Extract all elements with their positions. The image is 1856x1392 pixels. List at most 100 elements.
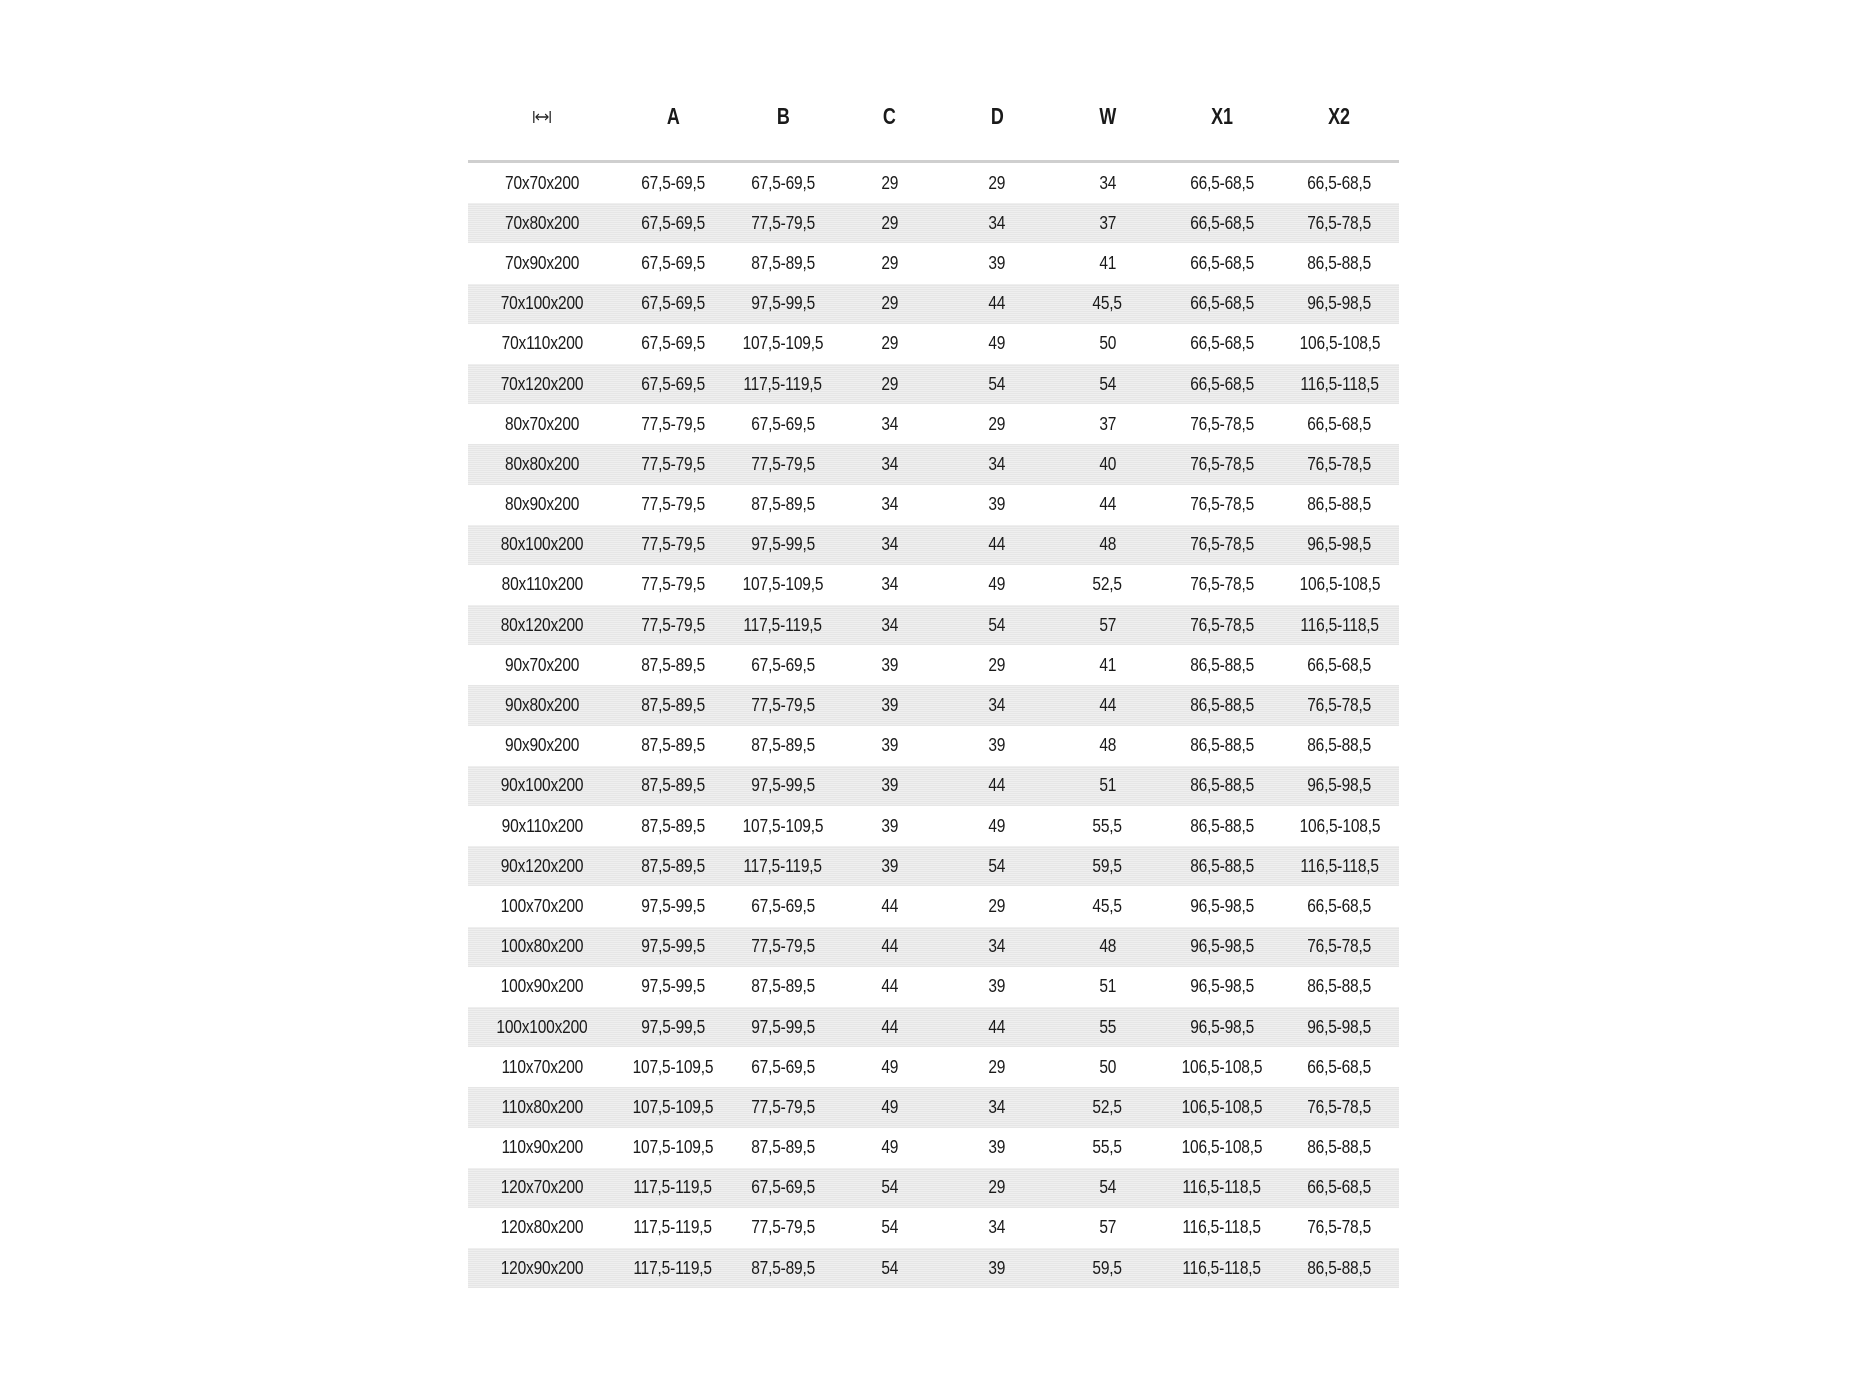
cell-value: 54 — [881, 1217, 898, 1238]
cell-value: 86,5-88,5 — [1307, 976, 1372, 997]
cell-value: 39 — [988, 1257, 1006, 1278]
table-cell: 107,5-109,5 — [616, 1087, 730, 1128]
table-cell: 117,5-119,5 — [616, 1208, 730, 1248]
table-cell: 80x100x200 — [468, 524, 616, 565]
table-cell: 87,5-89,5 — [730, 967, 836, 1007]
size-table: A B C D W X1 X2 70x70x200 67,5-69,5 67,5-6… — [468, 72, 1399, 1289]
table-cell: 70x110x200 — [468, 324, 616, 364]
table-cell: 67,5-69,5 — [616, 324, 730, 364]
table-cell: 39 — [943, 1248, 1051, 1289]
table-cell: 44 — [943, 283, 1051, 324]
table-cell: 70x120x200 — [468, 363, 616, 405]
table-row: 70x120x200 67,5-69,5 117,5-119,5 29 54 54 66,5… — [468, 363, 1399, 405]
table-cell: 107,5-109,5 — [616, 1128, 730, 1168]
table-cell: 67,5-69,5 — [730, 886, 836, 926]
table-cell: 87,5-89,5 — [730, 726, 836, 766]
table-cell: 49 — [836, 1128, 943, 1168]
table-cell: 77,5-79,5 — [730, 685, 836, 726]
cell-value: 44 — [881, 936, 898, 957]
cell-value: 96,5-98,5 — [1307, 534, 1372, 555]
table-cell: 40 — [1051, 444, 1164, 485]
table-cell: 116,5-118,5 — [1280, 846, 1399, 887]
table-cell: 52,5 — [1051, 1087, 1164, 1128]
cell-value: 49 — [881, 1056, 898, 1077]
table-cell: 87,5-89,5 — [616, 765, 730, 806]
table-cell: 86,5-88,5 — [1280, 967, 1399, 1007]
table-row: 70x90x200 67,5-69,5 87,5-89,5 29 39 41 66,5-68… — [468, 243, 1399, 283]
cell-value: 90x120x200 — [500, 855, 584, 876]
cell-value: 117,5-119,5 — [633, 1217, 713, 1238]
table-cell: 67,5-69,5 — [616, 363, 730, 405]
table-cell: 67,5-69,5 — [730, 162, 836, 204]
cell-value: 76,5-78,5 — [1190, 574, 1254, 595]
cell-value: 86,5-88,5 — [1190, 815, 1254, 836]
cell-value: 34 — [881, 413, 898, 434]
table-cell: 107,5-109,5 — [730, 565, 836, 605]
table-cell: 76,5-78,5 — [1164, 485, 1280, 525]
cell-value: 76,5-78,5 — [1190, 534, 1254, 555]
header-row: A B C D W X1 X2 — [468, 72, 1399, 163]
table-row: 110x90x200 107,5-109,5 87,5-89,5 49 39 55,5 10… — [468, 1128, 1399, 1168]
table-cell: 39 — [836, 806, 943, 846]
table-cell: 87,5-89,5 — [616, 726, 730, 766]
table-cell: 76,5-78,5 — [1164, 605, 1280, 646]
cell-value: 87,5-89,5 — [751, 1137, 815, 1158]
table-cell: 29 — [836, 243, 943, 283]
table-cell: 116,5-118,5 — [1164, 1248, 1280, 1289]
table-cell: 51 — [1051, 765, 1164, 806]
table-cell: 97,5-99,5 — [730, 524, 836, 565]
table-cell: 66,5-68,5 — [1280, 645, 1399, 685]
table-cell: 76,5-78,5 — [1164, 524, 1280, 565]
cell-value: 52,5 — [1092, 574, 1123, 595]
cell-value: 66,5-68,5 — [1190, 333, 1254, 354]
cell-value: 107,5-109,5 — [742, 333, 824, 354]
cell-value: 86,5-88,5 — [1190, 775, 1254, 796]
cell-value: 90x80x200 — [504, 695, 580, 716]
table-cell: 106,5-108,5 — [1164, 1047, 1280, 1087]
cell-value: 87,5-89,5 — [751, 976, 815, 997]
table-cell: 66,5-68,5 — [1164, 363, 1280, 405]
cell-value: 49 — [881, 1137, 898, 1158]
table-cell: 96,5-98,5 — [1280, 283, 1399, 324]
table-cell: 54 — [943, 605, 1051, 646]
table-cell: 59,5 — [1051, 846, 1164, 887]
table-cell: 77,5-79,5 — [730, 1087, 836, 1128]
table-cell: 41 — [1051, 243, 1164, 283]
table-cell: 106,5-108,5 — [1280, 806, 1399, 846]
cell-value: 76,5-78,5 — [1307, 453, 1372, 474]
cell-value: 51 — [1099, 976, 1116, 997]
cell-value: 39 — [988, 494, 1006, 515]
table-cell: 97,5-99,5 — [616, 1006, 730, 1048]
table-row: 90x90x200 87,5-89,5 87,5-89,5 39 39 48 86,5-88… — [468, 726, 1399, 766]
table-cell: 29 — [943, 886, 1051, 926]
cell-value: 29 — [881, 212, 898, 233]
table-cell: 76,5-78,5 — [1164, 404, 1280, 444]
table-row: 100x90x200 97,5-99,5 87,5-89,5 44 39 51 96,5-9… — [468, 967, 1399, 1007]
cell-value: 41 — [1099, 252, 1116, 273]
table-cell: 57 — [1051, 1208, 1164, 1248]
table-row: 100x70x200 97,5-99,5 67,5-69,5 44 29 45,5 96,5… — [468, 886, 1399, 926]
table-cell: 86,5-88,5 — [1164, 806, 1280, 846]
cell-value: 66,5-68,5 — [1190, 373, 1254, 394]
table-cell: 80x70x200 — [468, 404, 616, 444]
table-cell: 120x80x200 — [468, 1208, 616, 1248]
table-cell: 66,5-68,5 — [1280, 1047, 1399, 1087]
cell-value: 90x100x200 — [500, 775, 584, 796]
table-cell: 90x100x200 — [468, 765, 616, 806]
table-cell: 29 — [836, 324, 943, 364]
table-cell: 110x90x200 — [468, 1128, 616, 1168]
table-cell: 29 — [943, 1047, 1051, 1087]
cell-value: 87,5-89,5 — [641, 695, 705, 716]
table-cell: 54 — [943, 846, 1051, 887]
cell-value: 67,5-69,5 — [641, 373, 705, 394]
cell-value: 45,5 — [1092, 293, 1123, 314]
table-cell: 52,5 — [1051, 565, 1164, 605]
cell-value: 44 — [988, 775, 1006, 796]
table-row: 80x120x200 77,5-79,5 117,5-119,5 34 54 57 76,5… — [468, 605, 1399, 646]
cell-value: 40 — [1099, 453, 1116, 474]
table-cell: 34 — [943, 203, 1051, 244]
table-cell: 100x80x200 — [468, 926, 616, 967]
cell-value: 29 — [988, 1056, 1006, 1077]
table-row: 90x110x200 87,5-89,5 107,5-109,5 39 49 55,5 86… — [468, 806, 1399, 846]
cell-value: 116,5-118,5 — [1182, 1177, 1262, 1198]
